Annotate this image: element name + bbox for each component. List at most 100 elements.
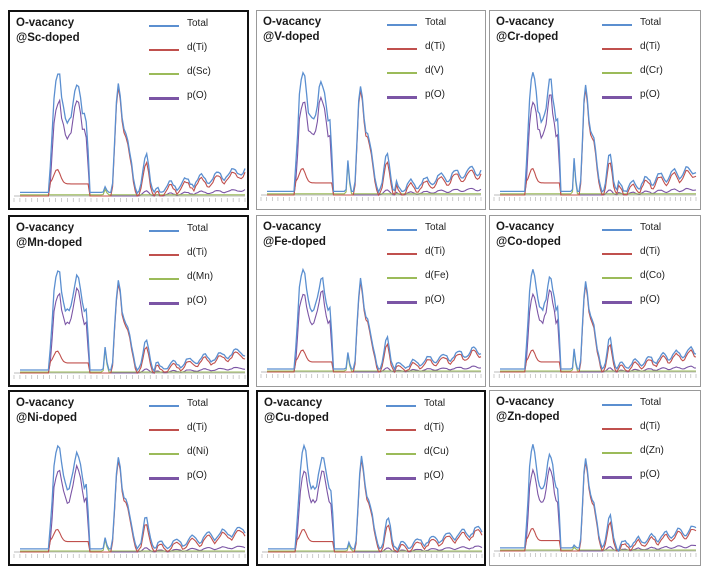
legend-label: Total <box>640 397 662 408</box>
legend-swatch <box>149 429 179 431</box>
panel-title-line1: O-vacancy <box>16 397 75 409</box>
panel-title: O-vacancy @Cr-doped <box>496 15 558 45</box>
legend-label: d(V) <box>425 65 444 76</box>
legend-swatch <box>149 453 179 455</box>
legend-swatch <box>387 277 417 279</box>
dos-panel-mn: O-vacancy @Mn-doped Total d(Ti) d(Mn) p(O) <box>8 215 249 387</box>
legend-label: d(Ti) <box>424 422 445 433</box>
panel-title-line1: O-vacancy <box>496 221 555 233</box>
legend-swatch <box>387 48 417 50</box>
panel-title-line1: O-vacancy <box>16 222 75 234</box>
total-series <box>267 267 482 372</box>
legend: Total d(Ti) d(Zn) p(O) <box>602 397 694 493</box>
legend: Total d(Ti) d(Cu) p(O) <box>386 398 478 494</box>
p-o-series <box>267 95 482 196</box>
panel-title: O-vacancy @Fe-doped <box>263 220 326 250</box>
total-series <box>500 72 697 193</box>
panel-title-line2: @Cu-doped <box>264 412 329 424</box>
legend-entry: p(O) <box>602 294 694 318</box>
legend-swatch <box>149 278 179 280</box>
legend-label: p(O) <box>424 470 444 481</box>
legend-entry: d(Ti) <box>149 247 241 271</box>
legend-label: d(Ti) <box>640 421 661 432</box>
d-dopant-series <box>20 349 245 373</box>
legend-label: Total <box>187 223 209 234</box>
panel-title-line2: @Co-doped <box>496 236 561 248</box>
legend-entry: p(O) <box>149 295 241 319</box>
legend: Total d(Ti) d(Co) p(O) <box>602 222 694 318</box>
legend-entry: Total <box>387 17 479 41</box>
p-o-series <box>268 470 483 553</box>
legend-label: d(Ti) <box>640 246 661 257</box>
panel-title-line2: @Mn-doped <box>16 237 83 249</box>
legend: Total d(Ti) d(Fe) p(O) <box>387 222 479 318</box>
legend-entry: p(O) <box>387 89 479 113</box>
p-o-series <box>500 466 697 552</box>
panel-title-line2: @V-doped <box>263 31 320 43</box>
legend-swatch <box>602 72 632 74</box>
legend-swatch <box>602 229 632 231</box>
legend-label: Total <box>187 398 209 409</box>
dos-panel-cu: O-vacancy @Cu-doped Total d(Ti) d(Cu) p(O) <box>256 390 486 566</box>
legend-label: Total <box>425 222 447 233</box>
d-dopant-series <box>500 546 696 551</box>
panel-title: O-vacancy @Sc-doped <box>16 16 80 46</box>
legend-label: d(Co) <box>640 270 666 281</box>
dos-plot <box>261 443 483 558</box>
p-o-series <box>267 290 482 373</box>
dos-panel-ni: O-vacancy @Ni-doped Total d(Ti) d(Ni) p(O) <box>8 390 249 566</box>
legend-label: p(O) <box>425 89 445 100</box>
panel-title-line1: O-vacancy <box>496 16 555 28</box>
legend-entry: d(Mn) <box>149 271 241 295</box>
d-dopant-series <box>20 187 245 196</box>
legend-label: p(O) <box>187 470 207 481</box>
d-dopant-series <box>20 539 245 552</box>
d-dopant-series <box>267 354 481 372</box>
legend: Total d(Ti) d(Ni) p(O) <box>149 398 241 494</box>
legend-swatch <box>149 230 179 232</box>
legend-entry: d(Ti) <box>602 41 694 65</box>
legend-entry: d(Co) <box>602 270 694 294</box>
dos-plot <box>13 444 246 558</box>
legend-label: Total <box>425 17 447 28</box>
legend-label: p(O) <box>425 294 445 305</box>
panel-title-line1: O-vacancy <box>263 16 322 28</box>
legend: Total d(Ti) d(Sc) p(O) <box>149 18 241 114</box>
legend-entry: d(Ti) <box>386 422 478 446</box>
total-series <box>268 443 483 552</box>
panel-title: O-vacancy @Ni-doped <box>16 396 77 426</box>
legend-entry: Total <box>602 397 694 421</box>
panel-title-line1: O-vacancy <box>264 397 323 409</box>
legend-label: Total <box>187 18 209 29</box>
panel-title-line1: O-vacancy <box>263 221 322 233</box>
legend-swatch <box>149 97 179 100</box>
d-dopant-series <box>500 160 696 195</box>
dos-plot <box>13 73 246 202</box>
dos-plot <box>13 270 246 379</box>
total-series <box>267 70 482 194</box>
legend-swatch <box>149 254 179 256</box>
panel-title: O-vacancy @Mn-doped <box>16 221 82 251</box>
legend-entry: d(Ti) <box>149 422 241 446</box>
legend-swatch <box>149 73 179 75</box>
panel-title: O-vacancy @Cu-doped <box>264 396 329 426</box>
p-o-series <box>20 286 246 374</box>
legend-label: d(Ni) <box>187 446 209 457</box>
legend-entry: Total <box>602 17 694 41</box>
legend-swatch <box>387 72 417 74</box>
legend-label: d(Ti) <box>187 422 208 433</box>
legend-swatch <box>602 301 632 304</box>
panel-title-line1: O-vacancy <box>16 17 75 29</box>
p-o-series <box>20 463 246 553</box>
legend-label: d(Cu) <box>424 446 450 457</box>
legend-entry: d(Cu) <box>386 446 478 470</box>
legend-entry: p(O) <box>602 89 694 113</box>
legend-swatch <box>386 453 416 455</box>
panel-title: O-vacancy @Co-doped <box>496 220 561 250</box>
legend-swatch <box>602 253 632 255</box>
panel-title: O-vacancy @Zn-doped <box>496 395 560 425</box>
total-series <box>20 444 246 550</box>
p-o-series <box>20 98 246 197</box>
legend-label: d(Ti) <box>187 42 208 53</box>
panel-title-line2: @Ni-doped <box>16 412 78 424</box>
